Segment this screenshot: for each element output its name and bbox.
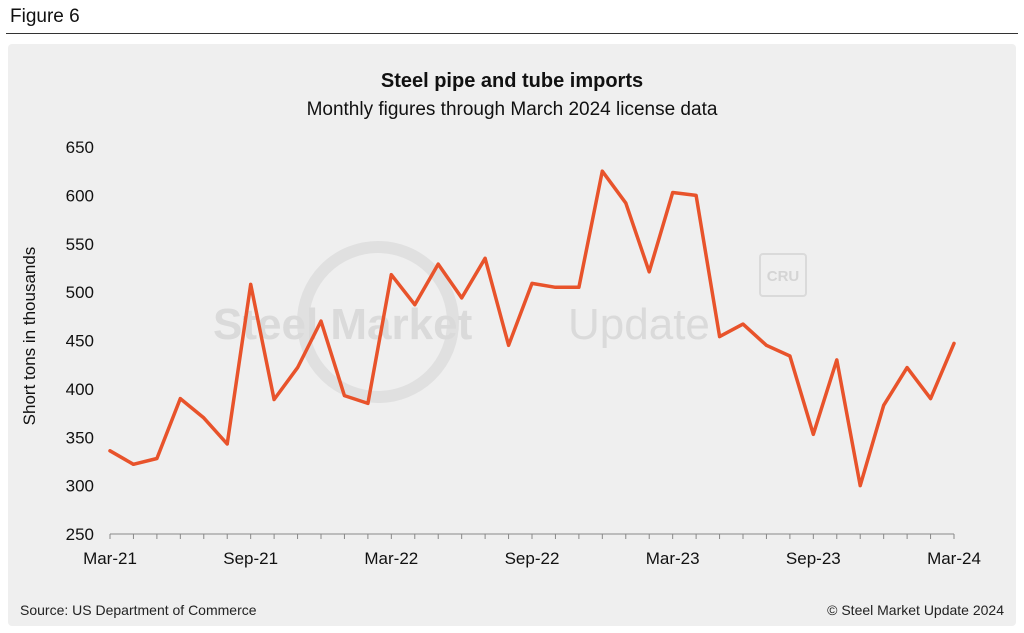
data-point [108,449,112,453]
data-point [905,366,909,370]
data-point [460,296,464,300]
data-point [741,322,745,326]
y-axis-ticks: 250 300 350 400 450 500 550 600 650 [66,138,94,544]
data-point [858,484,862,488]
data-point [366,401,370,405]
y-tick-label: 250 [66,525,94,544]
data-point [319,319,323,323]
watermark-text-bold: Steel Market [213,300,473,349]
data-point [436,262,440,266]
source-note: Source: US Department of Commerce [20,602,257,618]
x-tick-label: Sep-21 [223,549,278,568]
y-tick-label: 600 [66,186,94,205]
data-point [764,343,768,347]
data-point [694,193,698,197]
data-point [389,273,393,277]
y-tick-label: 300 [66,477,94,496]
figure-label: Figure 6 [10,6,80,27]
y-tick-label: 550 [66,235,94,254]
data-point [225,442,229,446]
data-point [811,432,815,436]
chart-subtitle: Monthly figures through March 2024 licen… [306,99,718,120]
data-point [952,341,956,345]
chart-panel: Steel pipe and tube imports Monthly figu… [8,44,1016,626]
series-group [108,169,956,488]
data-point [296,366,300,370]
line-chart: Steel Market Update CRU 250 300 350 400 450 5… [66,138,981,568]
data-point [272,398,276,402]
data-point [530,281,534,285]
data-point [624,201,628,205]
x-tick-label: Mar-23 [646,549,700,568]
watermark-circle [297,241,459,403]
cru-badge [759,253,807,297]
x-tick-label: Mar-22 [364,549,418,568]
cru-badge-text: CRU [767,268,800,285]
data-point [155,457,159,461]
y-tick-label: 350 [66,428,94,447]
data-point [553,285,557,289]
x-tick-label: Sep-22 [505,549,560,568]
data-point [882,403,886,407]
x-tick-label: Mar-21 [83,549,137,568]
data-point [413,303,417,307]
figure-divider [6,33,1018,34]
data-point [718,335,722,339]
data-point [202,416,206,420]
data-point [342,394,346,398]
data-point [178,397,182,401]
x-axis-ticks: Mar-21 Sep-21 Mar-22 Sep-22 Mar-23 Sep-23 Mar-… [83,534,981,568]
copyright-note: © Steel Market Update 2024 [827,602,1004,618]
x-tick-label: Mar-24 [927,549,981,568]
data-point [788,354,792,358]
y-tick-label: 500 [66,283,94,302]
y-tick-label: 450 [66,332,94,351]
chart-title: Steel pipe and tube imports [380,70,644,92]
data-point [600,169,604,173]
data-point [835,358,839,362]
data-point [577,285,581,289]
watermark-text-light: Update [568,300,710,349]
x-tick-label: Sep-23 [786,549,841,568]
y-tick-label: 650 [66,138,94,157]
data-point [483,256,487,260]
data-point [929,397,933,401]
watermark: Steel Market Update CRU [213,241,807,403]
data-point [249,282,253,286]
data-point [671,190,675,194]
data-point [507,343,511,347]
data-point [131,462,135,466]
y-tick-label: 400 [66,380,94,399]
data-point [647,270,651,274]
